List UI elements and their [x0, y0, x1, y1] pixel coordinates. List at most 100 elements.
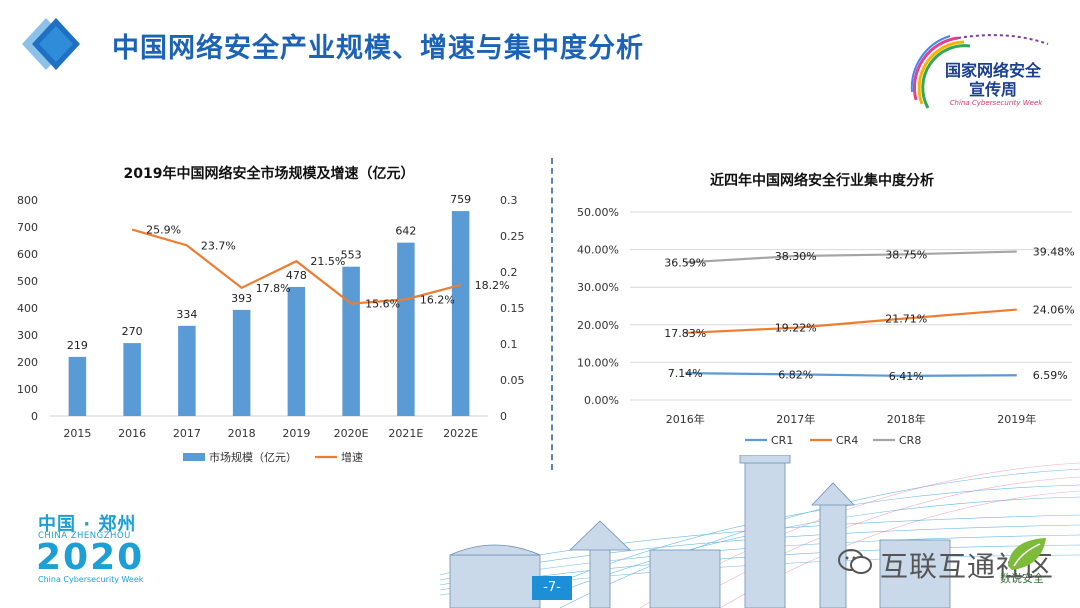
y-tick-label: 500 — [17, 275, 38, 288]
legend-label: CR4 — [836, 434, 858, 447]
leaf-logo-text: 数说安全 — [1000, 572, 1044, 585]
y2-tick-label: 0.05 — [500, 374, 525, 387]
bar — [178, 325, 196, 416]
y-tick-label: 40.00% — [577, 244, 619, 257]
y-tick-label: 0.00% — [584, 394, 619, 407]
slide-title: 中国网络安全产业规模、增速与集中度分析 — [112, 33, 644, 64]
x-tick-label: 2016 — [118, 427, 146, 440]
city-skyline-illustration — [440, 455, 1080, 608]
concentration-chart: 近四年中国网络安全行业集中度分析 0.00% 10.00% 20.00% 30.00% 4… — [577, 172, 1075, 447]
point-value-label: 39.48% — [1033, 246, 1075, 259]
page-number: -7- — [532, 576, 572, 600]
chart-divider — [551, 158, 553, 470]
diamond-logo-icon — [22, 18, 80, 70]
y-tick-label: 400 — [17, 302, 38, 315]
growth-value-label: 21.5% — [310, 255, 345, 268]
week-logo-title: 国家网络安全 宣传周 — [938, 61, 1048, 99]
y-tick-label: 300 — [17, 329, 38, 342]
legend-label: 增速 — [341, 450, 363, 464]
y-tick-label: 800 — [17, 194, 38, 207]
bar-value-label: 270 — [122, 325, 143, 338]
legend-label: 市场规模（亿元） — [209, 450, 297, 464]
growth-value-label: 15.6% — [365, 298, 400, 311]
bar-value-label: 478 — [286, 269, 307, 282]
point-value-label: 38.30% — [775, 250, 817, 263]
footer-logo-event: China Cybersecurity Week — [38, 575, 144, 584]
y2-tick-label: 0.1 — [500, 338, 518, 351]
point-value-label: 19.22% — [775, 322, 817, 335]
growth-value-label: 16.2% — [420, 293, 455, 306]
y-tick-label: 0 — [31, 410, 38, 423]
point-value-label: 6.82% — [778, 368, 813, 381]
point-value-label: 7.14% — [668, 367, 703, 380]
bar-value-label: 553 — [341, 249, 362, 262]
x-tick-label: 2021E — [388, 427, 423, 440]
y2-tick-label: 0 — [500, 410, 507, 423]
x-tick-label: 2019年 — [997, 412, 1036, 426]
y2-tick-label: 0.3 — [500, 194, 518, 207]
growth-line — [131, 228, 461, 305]
x-tick-label: 2018 — [228, 427, 256, 440]
y-tick-label: 20.00% — [577, 319, 619, 332]
legend-label: CR1 — [771, 434, 793, 447]
week-logo-subtitle: China Cybersecurity Week — [949, 99, 1043, 107]
series-line-cr8 — [685, 250, 1017, 264]
y-tick-label: 200 — [17, 356, 38, 369]
y-tick-label: 100 — [17, 383, 38, 396]
growth-value-label: 18.2% — [475, 279, 510, 292]
growth-value-label: 17.8% — [256, 282, 291, 295]
x-tick-label: 2016年 — [666, 412, 705, 426]
bar-value-label: 219 — [67, 339, 88, 352]
y2-tick-label: 0.15 — [500, 302, 525, 315]
y2-tick-label: 0.2 — [500, 266, 518, 279]
legend-swatch-bar — [183, 453, 205, 461]
y-tick-label: 10.00% — [577, 356, 619, 369]
bar — [287, 286, 306, 416]
x-tick-label: 2020E — [334, 427, 369, 440]
point-value-label: 6.59% — [1033, 369, 1068, 382]
week-logo-line1: 国家网络安全 — [944, 61, 1041, 80]
footer-logo-year: 2020 — [36, 537, 145, 578]
bar-value-label: 642 — [395, 225, 416, 238]
bar — [397, 242, 415, 416]
point-value-label: 36.59% — [664, 256, 706, 269]
y2-tick-label: 0.25 — [500, 230, 525, 243]
x-tick-label: 2017 — [173, 427, 201, 440]
y-tick-label: 600 — [17, 248, 38, 261]
leaf-logo-icon — [1008, 538, 1046, 570]
series-line-cr1 — [685, 372, 1017, 377]
bar-value-label: 334 — [176, 308, 197, 321]
footer-logo-city-en: CHINA ZHENGZHOU — [38, 531, 131, 541]
cybersecurity-week-logo-icon — [910, 34, 1049, 109]
bar — [123, 343, 141, 416]
x-tick-label: 2015 — [63, 427, 91, 440]
chart-title: 近四年中国网络安全行业集中度分析 — [710, 172, 934, 189]
wechat-icon — [838, 549, 872, 574]
bar — [451, 211, 470, 416]
point-value-label: 24.06% — [1033, 304, 1075, 317]
bar — [342, 266, 360, 416]
point-value-label: 17.83% — [664, 327, 706, 340]
x-tick-label: 2018年 — [887, 412, 926, 426]
x-tick-label: 2022E — [443, 427, 478, 440]
point-value-label: 6.41% — [889, 370, 924, 383]
growth-value-label: 25.9% — [146, 224, 181, 237]
point-value-label: 21.71% — [885, 312, 927, 325]
footer-logo-city: 中国 · 郑州 — [38, 514, 137, 535]
y-tick-label: 30.00% — [577, 281, 619, 294]
bar-value-label: 393 — [231, 292, 252, 305]
bar-value-label: 759 — [450, 193, 471, 206]
legend-label: CR8 — [899, 434, 921, 447]
y-tick-label: 50.00% — [577, 206, 619, 219]
growth-value-label: 23.7% — [201, 239, 236, 252]
point-value-label: 38.75% — [885, 248, 927, 261]
week-logo-line2: 宣传周 — [968, 80, 1017, 99]
x-tick-label: 2017年 — [776, 412, 815, 426]
bar — [68, 356, 87, 416]
market-size-chart: 2019年中国网络安全市场规模及增速（亿元） 0 100 200 300 400 500 60… — [17, 165, 525, 464]
bar — [232, 309, 251, 416]
series-line-cr4 — [685, 308, 1017, 335]
x-tick-label: 2019 — [282, 427, 310, 440]
chart-title: 2019年中国网络安全市场规模及增速（亿元） — [124, 165, 415, 182]
